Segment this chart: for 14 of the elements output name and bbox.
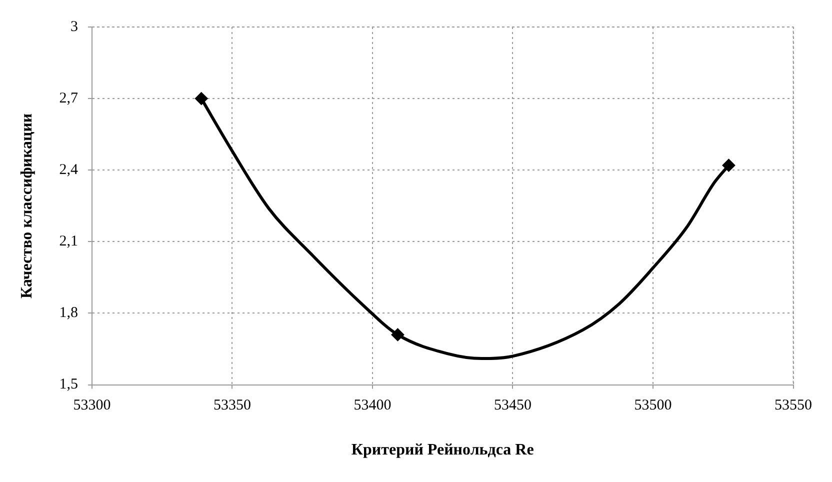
- x-tick-label: 53450: [494, 398, 532, 414]
- y-tick-label: 1,8: [59, 305, 78, 322]
- x-tick-label: 53300: [73, 398, 111, 414]
- x-tick-label: 53550: [774, 398, 812, 414]
- y-tick-label: 2,4: [59, 162, 78, 178]
- x-axis-title: Критерий Рейнольдса Re: [351, 442, 534, 459]
- y-tick-label: 1,5: [59, 376, 78, 393]
- y-tick-label: 2,1: [59, 234, 78, 250]
- x-tick-label: 53350: [213, 398, 251, 414]
- y-tick-label: 2,7: [59, 90, 78, 106]
- x-tick-label: 53500: [634, 398, 672, 414]
- y-axis-title: Качество классификации: [18, 113, 36, 298]
- x-tick-label: 53400: [354, 398, 392, 414]
- y-tick-label: 3: [70, 18, 78, 35]
